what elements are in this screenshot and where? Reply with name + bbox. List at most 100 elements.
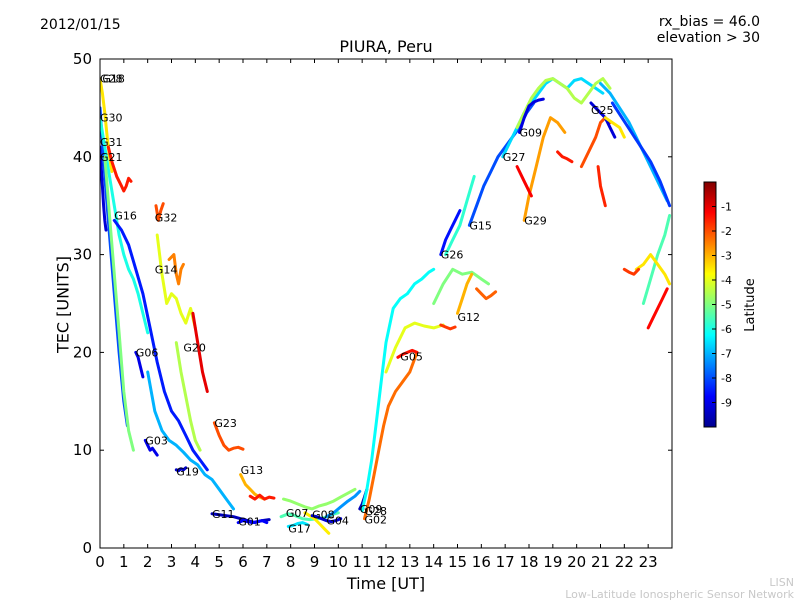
series-33 <box>439 209 462 257</box>
x-tick-label: 6 <box>238 553 248 571</box>
satellite-label: G15 <box>469 219 492 232</box>
x-tick-label: 2 <box>143 553 153 571</box>
x-axis-label: Time [UT] <box>346 574 426 593</box>
x-tick-label: 20 <box>567 553 586 571</box>
satellite-label: G31 <box>100 136 123 149</box>
x-tick-label: 14 <box>424 553 443 571</box>
colorbar-tick-label: -1 <box>721 201 732 214</box>
series-54 <box>646 287 669 330</box>
y-tick-label: 10 <box>73 441 92 459</box>
colorbar-ticks: -1 -2 -3 -4 -5 -6 -7 -8 -9 <box>712 201 732 410</box>
satellite-label: G11 <box>212 508 235 521</box>
x-tick-label: 12 <box>376 553 395 571</box>
x-tick-label: 13 <box>400 553 419 571</box>
colorbar-tick-label: -4 <box>721 274 732 287</box>
satellite-label: G20 <box>183 342 206 355</box>
satellite-label: G25 <box>591 104 614 117</box>
series-12 <box>174 341 202 452</box>
satellite-label: G29 <box>524 214 547 227</box>
satellite-label: G09 <box>520 126 543 139</box>
satellite-label: G14 <box>155 263 178 276</box>
satellite-label: G19 <box>176 466 199 479</box>
series-0 <box>100 145 108 232</box>
x-tick-label: 5 <box>214 553 224 571</box>
colorbar-tick-label: -6 <box>721 323 732 336</box>
x-tick-label: 18 <box>519 553 538 571</box>
x-tick-label: 19 <box>543 553 562 571</box>
series-23 <box>286 521 309 528</box>
series-3 <box>106 145 133 193</box>
series-36 <box>456 272 474 315</box>
series-29 <box>363 350 419 521</box>
colorbar-tick-label: -3 <box>721 250 732 263</box>
date-label: 2012/01/15 <box>40 17 121 33</box>
series-44 <box>518 97 545 134</box>
axes: 0 1 2 3 4 5 6 7 8 9 10 11 12 13 14 15 16 17 18 19 20 21 22 2301… <box>73 50 672 571</box>
series-9 <box>167 253 185 286</box>
x-tick-label: 11 <box>353 553 372 571</box>
series-28 <box>360 267 436 513</box>
series-14 <box>146 370 235 511</box>
series-45 <box>579 116 612 169</box>
series-6 <box>103 155 135 452</box>
y-tick-label: 20 <box>73 343 92 361</box>
satellite-label: G23 <box>214 417 237 430</box>
series-46 <box>589 101 617 139</box>
x-tick-label: 16 <box>472 553 491 571</box>
x-tick-label: 4 <box>191 553 201 571</box>
satellite-label: G32 <box>155 211 178 224</box>
series-43 <box>556 150 574 164</box>
satellite-label: G04 <box>326 515 349 528</box>
satellite-label: G21 <box>100 151 123 164</box>
x-tick-label: 9 <box>310 553 320 571</box>
satellite-label: G28 <box>100 73 123 86</box>
satellite-label: G28 <box>365 505 388 518</box>
series-51 <box>641 214 672 305</box>
series-48 <box>596 165 607 208</box>
series-35 <box>475 287 498 301</box>
series-25 <box>310 514 343 524</box>
y-tick-label: 0 <box>82 539 92 557</box>
satellite-label: G12 <box>458 311 481 324</box>
satellite-label: G13 <box>241 464 264 477</box>
series-5 <box>112 218 209 472</box>
x-tick-label: 3 <box>167 553 177 571</box>
credit-lisn: LISN <box>769 576 794 589</box>
x-tick-label: 1 <box>119 553 129 571</box>
series-7 <box>154 202 165 222</box>
series-layer <box>100 77 672 535</box>
series-52 <box>634 253 672 286</box>
colorbar-tick-label: -9 <box>721 397 732 410</box>
y-tick-label: 30 <box>73 246 92 264</box>
satellite-label: G01 <box>238 516 261 529</box>
series-47 <box>603 116 626 139</box>
colorbar-label: Latitude <box>743 278 758 332</box>
colorbar-tick-label: -5 <box>721 299 732 312</box>
rx-bias-label: rx_bias = 46.0 <box>658 14 760 30</box>
satellite-label: G17 <box>288 522 311 535</box>
satellite-label: G30 <box>100 112 123 125</box>
satellite-label: G09 <box>360 503 383 516</box>
series-49 <box>599 82 669 203</box>
series-22 <box>282 487 357 511</box>
series-15 <box>174 466 188 473</box>
colorbar-tick-label: -8 <box>721 372 732 385</box>
info-box: rx_bias = 46.0 elevation > 30 <box>657 14 760 46</box>
series-32 <box>439 323 457 331</box>
satellite-label: G06 <box>136 346 159 359</box>
y-tick-label: 50 <box>73 50 92 68</box>
series-31 <box>384 321 445 374</box>
satellite-label: G05 <box>400 350 423 363</box>
satellite-label: G02 <box>365 514 388 527</box>
series-11 <box>134 350 145 379</box>
series-40 <box>515 77 612 129</box>
series-34 <box>432 267 490 305</box>
credit-network: Low-Latitude Ionospheric Sensor Network <box>565 588 794 601</box>
series-24 <box>303 511 331 535</box>
x-tick-label: 0 <box>95 553 105 571</box>
colorbar-tick-label: -7 <box>721 348 732 361</box>
x-tick-label: 23 <box>639 553 658 571</box>
series-8 <box>155 233 197 330</box>
satellite-label: G08 <box>312 509 335 522</box>
